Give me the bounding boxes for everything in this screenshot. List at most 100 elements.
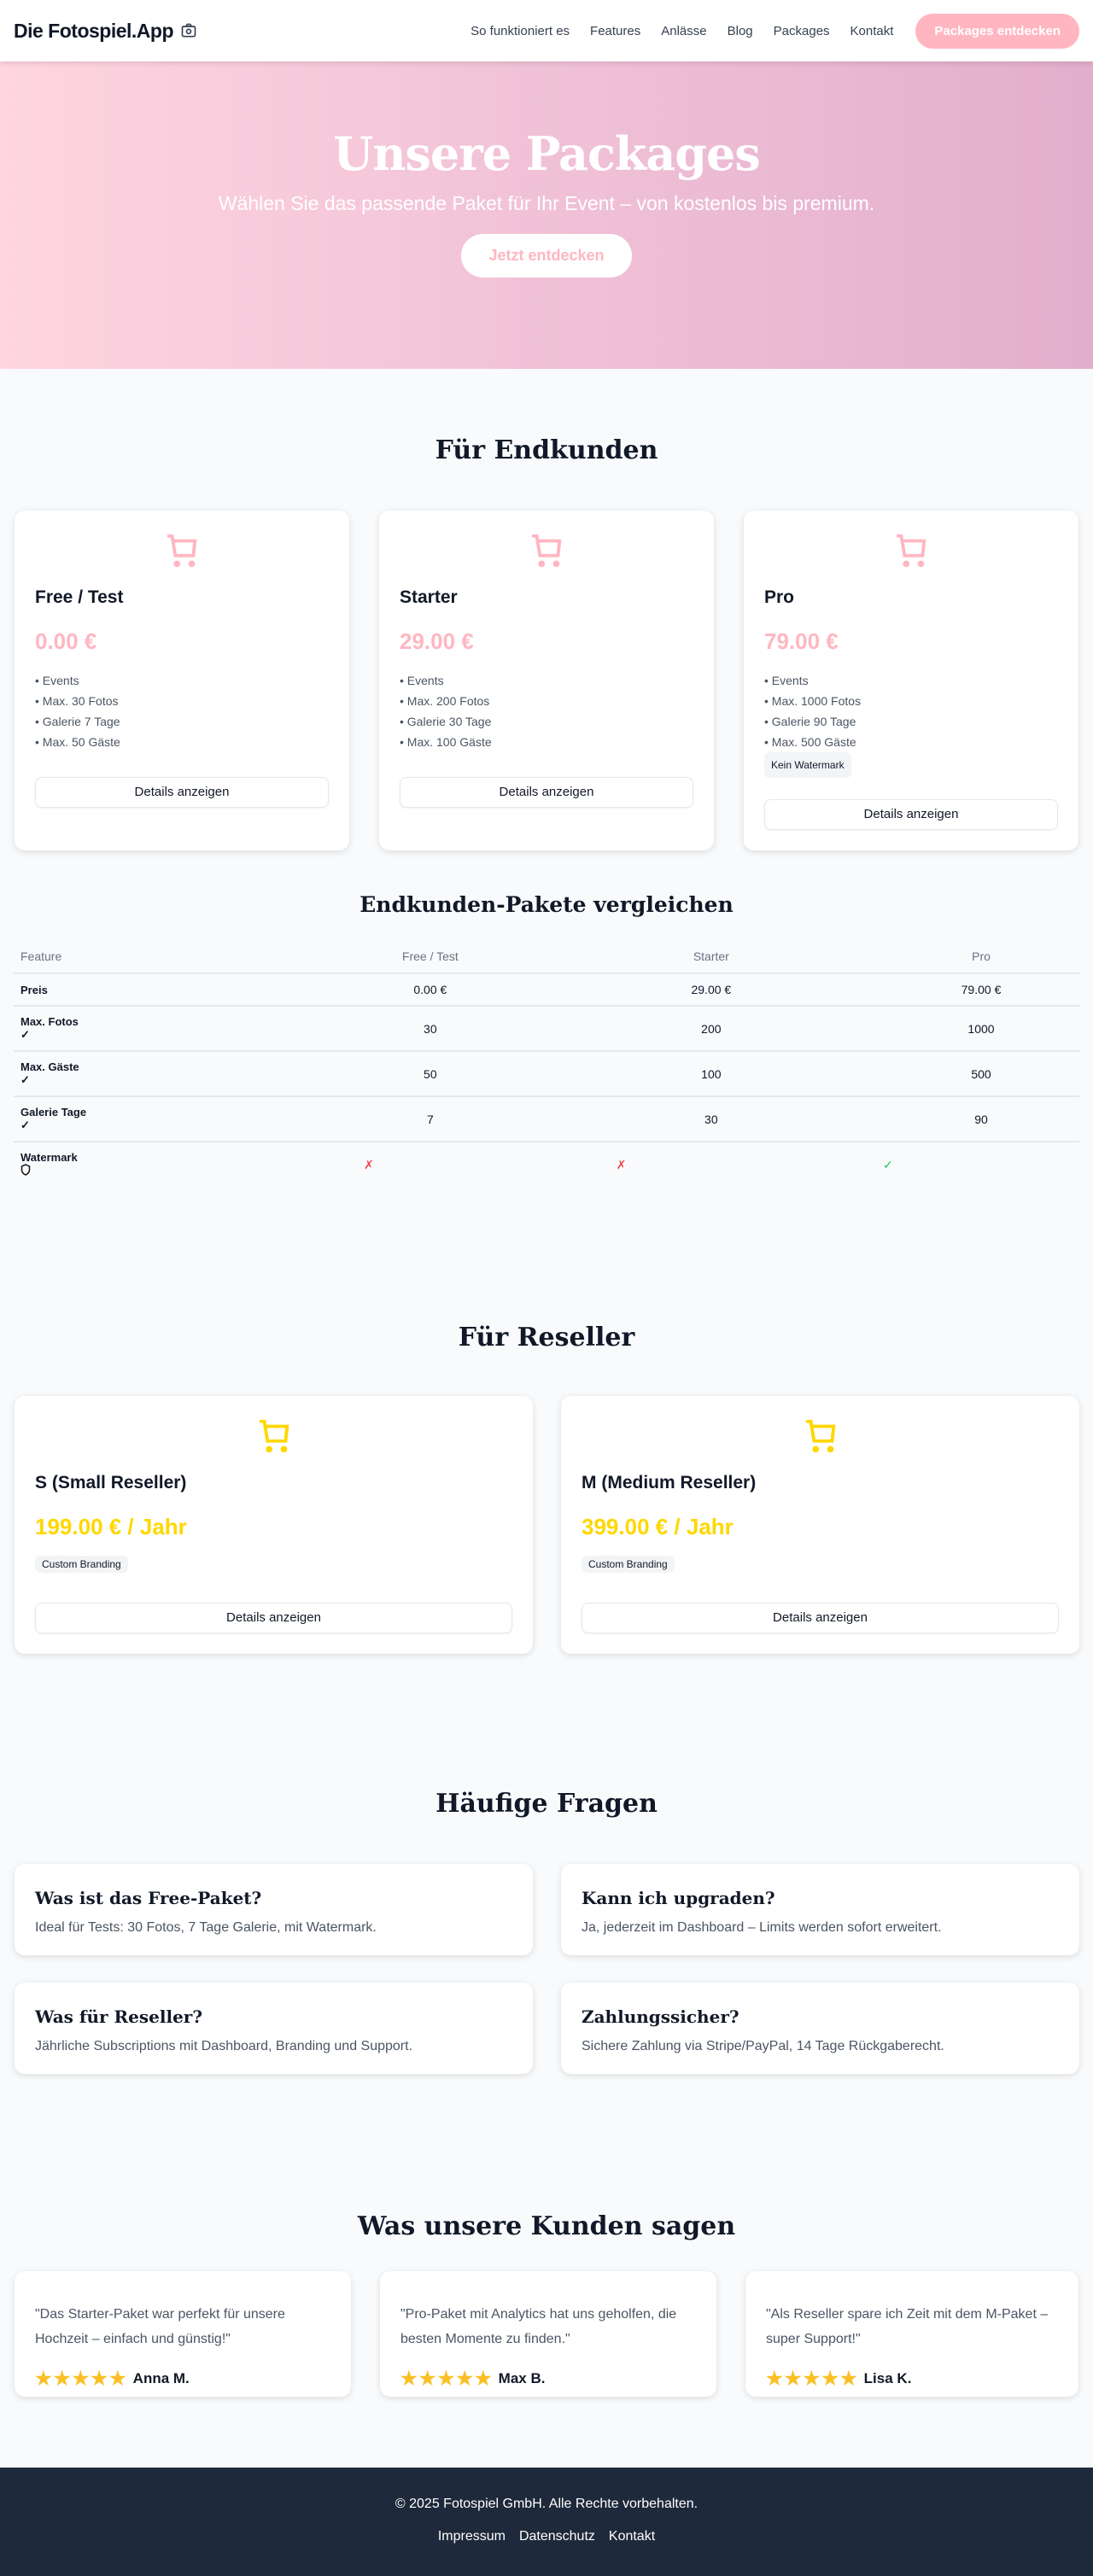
star-icon: ★ (456, 2368, 473, 2389)
feature-item: • Max. 200 Fotos (400, 694, 490, 708)
compare-table: Feature Free / Test Starter Pro Preis 0.0… (14, 939, 1079, 1187)
table-cell: 0.00 € (321, 973, 540, 1007)
table-cell: 90 (883, 1096, 1079, 1142)
star-icon: ★ (91, 2368, 108, 2389)
footer-link-datenschutz[interactable]: Datenschutz (518, 2529, 595, 2544)
logo[interactable]: Die Fotospiel.App (14, 20, 197, 43)
package-card: Starter 29.00 € • Events • Max. 200 Fotos… (379, 511, 714, 850)
endkunden-heading: Für Endkunden (435, 435, 658, 465)
row-label: Max. Fotos (20, 1015, 79, 1028)
table-cell: 30 (539, 1096, 884, 1142)
cart-icon (531, 534, 562, 568)
package-price: 399.00 € / Jahr (582, 1514, 734, 1539)
table-row: Galerie Tage ✓ 7 30 90 (14, 1096, 1079, 1142)
table-cell: ✗ (616, 1157, 627, 1171)
hero-subtitle: Wählen Sie das passende Paket für Ihr Ev… (218, 192, 875, 214)
packages-entdecken-button[interactable]: Packages entdecken (915, 13, 1079, 49)
reseller-heading: Für Reseller (458, 1323, 635, 1352)
feature-item: • Max. 30 Fotos (35, 694, 119, 708)
star-icon: ★ (766, 2368, 783, 2389)
faq-question: Was für Reseller? (35, 2006, 203, 2027)
column-header: Pro (883, 939, 1079, 974)
testimonial-card: "Das Starter-Paket war perfekt für unser… (15, 2271, 351, 2397)
feature-item: • Max. 500 Gäste (764, 735, 856, 749)
testimonial-card: "Als Reseller spare ich Zeit mit dem M-P… (745, 2271, 1078, 2397)
reseller-card: M (Medium Reseller) 399.00 € / Jahr Cust… (561, 1396, 1079, 1654)
row-label: Watermark (20, 1151, 78, 1164)
details-button[interactable]: Details anzeigen (764, 799, 1058, 830)
testimonial-quote: "Das Starter-Paket war perfekt für unser… (35, 2307, 285, 2346)
feature-badge: Kein Watermark (764, 752, 851, 778)
feature-item: • Events (400, 674, 444, 687)
feature-item: • Galerie 30 Tage (400, 715, 492, 728)
cart-icon (167, 534, 197, 568)
cart-icon (896, 534, 926, 568)
testimonial-author: Max B. (498, 2370, 546, 2386)
feature-item: • Events (35, 674, 79, 687)
table-cell: 200 (539, 1006, 884, 1052)
table-row: Preis 0.00 €29.00 €79.00 € (14, 973, 1079, 1007)
faq-answer: Jährliche Subscriptions mit Dashboard, B… (35, 2039, 413, 2053)
compare-heading: Endkunden-Pakete vergleichen (359, 892, 734, 917)
package-card: Pro 79.00 € • Events • Max. 1000 Fotos • G… (744, 511, 1078, 850)
package-name: Starter (400, 587, 458, 607)
table-row: Watermark ✗ ✗ ✓ (14, 1142, 1079, 1187)
table-row: Max. Fotos ✓ 30 200 1000 (14, 1006, 1079, 1052)
faq-answer: Ja, jederzeit im Dashboard – Limits werd… (582, 1920, 942, 1935)
star-icon: ★ (35, 2368, 52, 2389)
table-cell: 50 (321, 1051, 540, 1097)
nav-blog[interactable]: Blog (727, 23, 753, 38)
testimonial-card: "Pro-Paket mit Analytics hat uns geholfe… (380, 2271, 716, 2397)
star-icon: ★ (437, 2368, 455, 2389)
star-icon: ★ (108, 2368, 126, 2389)
camera-icon (181, 23, 196, 38)
nav-so-funktioniert-es[interactable]: So funktioniert es (471, 23, 570, 38)
details-button[interactable]: Details anzeigen (35, 1603, 512, 1633)
testimonial-quote: "Als Reseller spare ich Zeit mit dem M-P… (766, 2307, 1049, 2346)
nav-packages[interactable]: Packages (773, 23, 830, 38)
feature-item: • Max. 50 Gäste (35, 735, 120, 749)
star-icon: ★ (803, 2368, 821, 2389)
table-cell: 29.00 € (539, 973, 884, 1007)
faq-answer: Ideal für Tests: 30 Fotos, 7 Tage Galeri… (35, 1920, 377, 1935)
feature-badge: Custom Branding (582, 1556, 675, 1573)
nav-anlaesse[interactable]: Anlässe (661, 23, 707, 38)
package-price: 0.00 € (35, 628, 97, 654)
nav-kontakt[interactable]: Kontakt (850, 23, 894, 38)
table-cell: ✓ (883, 1157, 893, 1171)
feature-item: • Events (764, 674, 809, 687)
check-icon: ✓ (20, 1028, 30, 1041)
package-price: 199.00 € / Jahr (35, 1514, 187, 1539)
package-name: S (Small Reseller) (35, 1473, 187, 1492)
faq-question: Was ist das Free-Paket? (35, 1888, 262, 1908)
faq-item[interactable]: Kann ich upgraden? Ja, jederzeit im Dash… (561, 1864, 1079, 1955)
star-icon: ★ (839, 2368, 857, 2389)
details-button[interactable]: Details anzeigen (35, 777, 329, 808)
faq-item[interactable]: Was für Reseller? Jährliche Subscription… (15, 1983, 533, 2074)
feature-badge: Custom Branding (35, 1556, 128, 1573)
footer-link-impressum[interactable]: Impressum (437, 2529, 506, 2544)
testimonial-author: Lisa K. (863, 2370, 912, 2386)
column-header: Feature (14, 939, 321, 974)
table-cell: 30 (321, 1006, 540, 1052)
faq-heading: Häufige Fragen (435, 1789, 658, 1819)
faq-item[interactable]: Was ist das Free-Paket? Ideal für Tests:… (15, 1864, 533, 1955)
faq-item[interactable]: Zahlungssicher? Sichere Zahlung via Stri… (561, 1983, 1079, 2074)
details-button[interactable]: Details anzeigen (400, 777, 693, 808)
nav-features[interactable]: Features (590, 23, 641, 38)
site-footer: © 2025 Fotospiel GmbH. Alle Rechte vorbe… (0, 2468, 1093, 2576)
package-price: 79.00 € (764, 628, 839, 654)
shield-icon (20, 1164, 31, 1176)
testimonial-author: Anna M. (132, 2370, 190, 2386)
reseller-card: S (Small Reseller) 199.00 € / Jahr Custo… (15, 1396, 533, 1654)
row-label: Galerie Tage (20, 1106, 87, 1119)
details-button[interactable]: Details anzeigen (582, 1603, 1059, 1633)
table-cell: 1000 (883, 1006, 1079, 1052)
table-cell: 500 (883, 1051, 1079, 1097)
feature-item: • Galerie 7 Tage (35, 715, 120, 728)
footer-link-kontakt[interactable]: Kontakt (608, 2529, 656, 2544)
table-cell: 100 (539, 1051, 884, 1097)
star-icon: ★ (72, 2368, 90, 2389)
feature-item: • Max. 1000 Fotos (764, 694, 862, 708)
jetzt-entdecken-button[interactable]: Jetzt entdecken (461, 234, 632, 277)
